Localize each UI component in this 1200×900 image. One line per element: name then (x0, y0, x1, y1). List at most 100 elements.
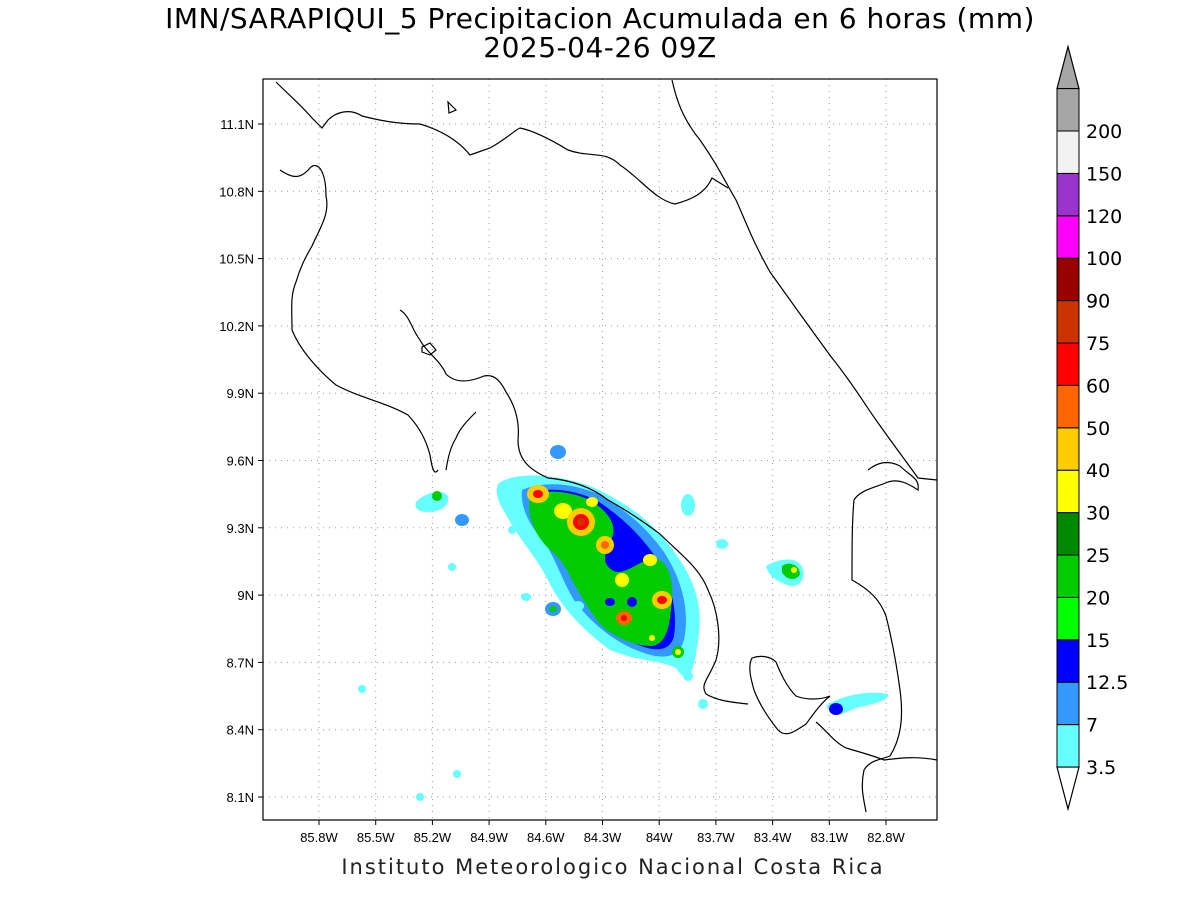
colorbar-label: 20 (1086, 587, 1110, 609)
precip-cell (521, 593, 531, 601)
precip-cell (455, 514, 469, 526)
colorbar-label: 100 (1086, 248, 1122, 270)
lon-tick-label: 85.8W (300, 830, 338, 845)
nicaragua-border-north (275, 81, 729, 205)
precip-core (615, 573, 629, 587)
lat-tick-label: 11.1N (220, 117, 254, 132)
colorbar-label: 75 (1086, 333, 1110, 355)
coastlines (275, 79, 937, 813)
panama-border (851, 461, 919, 813)
precip-core (627, 597, 637, 607)
precip-cell-east-peak (791, 567, 797, 573)
map-datetime: 2025-04-26 09Z (483, 31, 717, 64)
colorbar-swatch (1056, 427, 1080, 471)
colorbar-swatch (1056, 172, 1080, 217)
nicoya-west-edge (445, 411, 477, 471)
caribbean-coast (671, 79, 937, 481)
lat-tick-label: 9N (237, 588, 254, 603)
colorbar-label: 200 (1086, 121, 1122, 143)
burica-peninsula (815, 721, 937, 761)
precip-core (554, 503, 572, 519)
precip-cell (549, 606, 557, 612)
precip-cell (572, 601, 584, 611)
lake-nicaragua (447, 100, 458, 114)
precip-core (657, 596, 667, 604)
precip-cell (416, 793, 424, 801)
lon-tick-label: 84.6W (527, 830, 565, 845)
lat-tick-label: 8.7N (227, 655, 254, 670)
lon-tick-label: 83.1W (811, 830, 849, 845)
colorbar-label: 15 (1086, 630, 1110, 652)
lat-tick-label: 8.4N (227, 723, 254, 738)
precip-cell (358, 685, 366, 693)
precip-core (533, 490, 543, 498)
colorbar-swatch (1056, 384, 1080, 429)
map-frame (262, 78, 938, 821)
lon-tick-label: 84.9W (470, 830, 508, 845)
osa-peninsula (749, 655, 831, 735)
colorbar-label: 90 (1086, 291, 1110, 313)
gulf-of-nicoya (399, 309, 749, 705)
lat-tick-label: 10.5N (219, 252, 254, 267)
precip-cell (550, 445, 566, 459)
colorbar-swatch (1056, 300, 1080, 344)
map-title: IMN/SARAPIQUI_5 Precipitacion Acumulada … (165, 2, 1035, 35)
precip-core (605, 598, 615, 606)
lon-tick-label: 83.4W (754, 830, 792, 845)
colorbar-swatch (1056, 257, 1080, 302)
precip-cell-west-core (432, 491, 442, 501)
precip-contour-20 (528, 491, 673, 646)
map-area: 11.1N 10.8N 10.5N 10.2N 9.9N 9.6N 9.3N 9N 8.7N 8.… (219, 78, 938, 845)
colorbar-label: 3.5 (1086, 757, 1116, 779)
colorbar-label: 60 (1086, 375, 1110, 397)
colorbar-label: 40 (1086, 460, 1110, 482)
precip-cell-west (415, 491, 449, 512)
lon-tick-label: 85.2W (414, 830, 452, 845)
colorbar-swatch (1056, 512, 1080, 556)
precip-core (586, 497, 598, 507)
precip-cell (698, 699, 708, 709)
colorbar-label: 150 (1086, 163, 1122, 185)
lon-tick-label: 85.5W (357, 830, 395, 845)
footer-credit: Instituto Meteorologico Nacional Costa R… (341, 855, 885, 879)
colorbar-swatch (1056, 639, 1080, 683)
colorbar-label: 12.5 (1086, 672, 1128, 694)
pacific-coast-guanacaste (279, 165, 439, 473)
precipitation-field (358, 445, 889, 801)
colorbar-swatch (1056, 596, 1080, 641)
lat-tick-label: 9.9N (227, 386, 254, 401)
precip-core (643, 554, 657, 566)
precip-core (577, 518, 585, 526)
colorbar-label: 30 (1086, 503, 1110, 525)
axis-ticks: 11.1N 10.8N 10.5N 10.2N 9.9N 9.6N 9.3N 9N 8.7N 8.… (219, 117, 905, 845)
precip-cell (681, 494, 695, 516)
precip-cell (453, 770, 461, 778)
colorbar-swatch (1056, 88, 1080, 132)
lat-tick-label: 9.6N (227, 454, 254, 469)
nicoya-island (421, 342, 437, 356)
colorbar-high-arrow (1056, 44, 1080, 90)
lon-tick-label: 82.8W (867, 830, 905, 845)
lat-tick-label: 10.8N (219, 184, 254, 199)
colorbar-swatch (1056, 469, 1080, 514)
precip-core (601, 541, 609, 549)
lat-tick-label: 10.2N (219, 319, 254, 334)
colorbar-swatch (1056, 724, 1080, 768)
colorbar-swatch (1056, 342, 1080, 386)
colorbar-swatch (1056, 130, 1080, 174)
lon-tick-label: 84.3W (584, 830, 622, 845)
precip-cell (448, 563, 456, 571)
lon-tick-label: 83.7W (697, 830, 735, 845)
precip-core (649, 635, 655, 641)
precip-cell-south-core (829, 703, 843, 715)
colorbar-label: 25 (1086, 545, 1110, 567)
colorbar-label: 120 (1086, 206, 1122, 228)
colorbar-swatch (1056, 681, 1080, 726)
lon-tick-label: 84W (646, 830, 673, 845)
colorbar-label: 7 (1086, 715, 1098, 737)
colorbar-label: 50 (1086, 418, 1110, 440)
colorbar-swatch (1056, 554, 1080, 598)
colorbar-swatch (1056, 215, 1080, 259)
precip-core (621, 615, 627, 621)
